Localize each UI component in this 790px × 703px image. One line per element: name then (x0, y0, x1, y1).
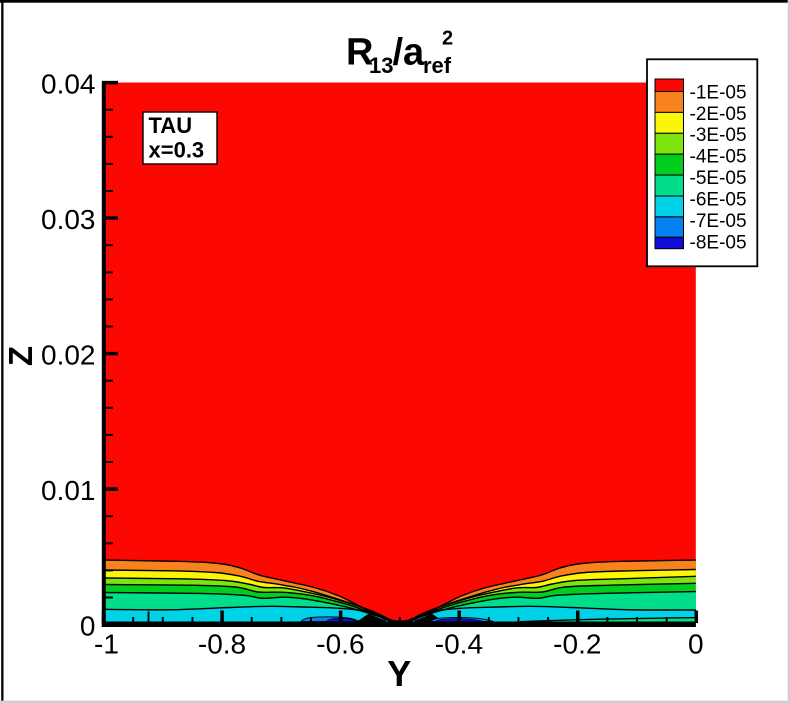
svg-text:ref: ref (423, 53, 452, 78)
svg-text:TAU: TAU (149, 113, 193, 138)
svg-text:-0.6: -0.6 (316, 628, 364, 659)
svg-text:-4E-05: -4E-05 (690, 147, 747, 168)
svg-text:0.01: 0.01 (41, 475, 96, 506)
svg-text:-6E-05: -6E-05 (690, 190, 747, 211)
svg-text:x=0.3: x=0.3 (149, 138, 205, 163)
svg-text:0.04: 0.04 (41, 69, 96, 100)
svg-text:Y: Y (387, 653, 411, 694)
svg-text:-0.2: -0.2 (553, 628, 601, 659)
svg-text:0.02: 0.02 (41, 340, 96, 371)
svg-text:-1: -1 (94, 628, 119, 659)
svg-text:-5E-05: -5E-05 (690, 168, 747, 189)
svg-text:-0.8: -0.8 (198, 628, 246, 659)
svg-text:2: 2 (442, 28, 453, 50)
svg-text:-8E-05: -8E-05 (690, 232, 747, 253)
svg-text:R: R (346, 32, 373, 74)
svg-text:-0.4: -0.4 (435, 628, 483, 659)
svg-text:0.03: 0.03 (41, 204, 96, 235)
svg-text:-3E-05: -3E-05 (690, 125, 747, 146)
svg-text:Z: Z (2, 346, 39, 366)
svg-text:-2E-05: -2E-05 (690, 104, 747, 125)
svg-text:0: 0 (688, 628, 704, 659)
svg-text:13: 13 (369, 53, 393, 78)
svg-text:0: 0 (80, 611, 96, 642)
svg-text:-1E-05: -1E-05 (690, 82, 747, 103)
svg-text:-7E-05: -7E-05 (690, 211, 747, 232)
svg-text:/a: /a (393, 32, 426, 74)
